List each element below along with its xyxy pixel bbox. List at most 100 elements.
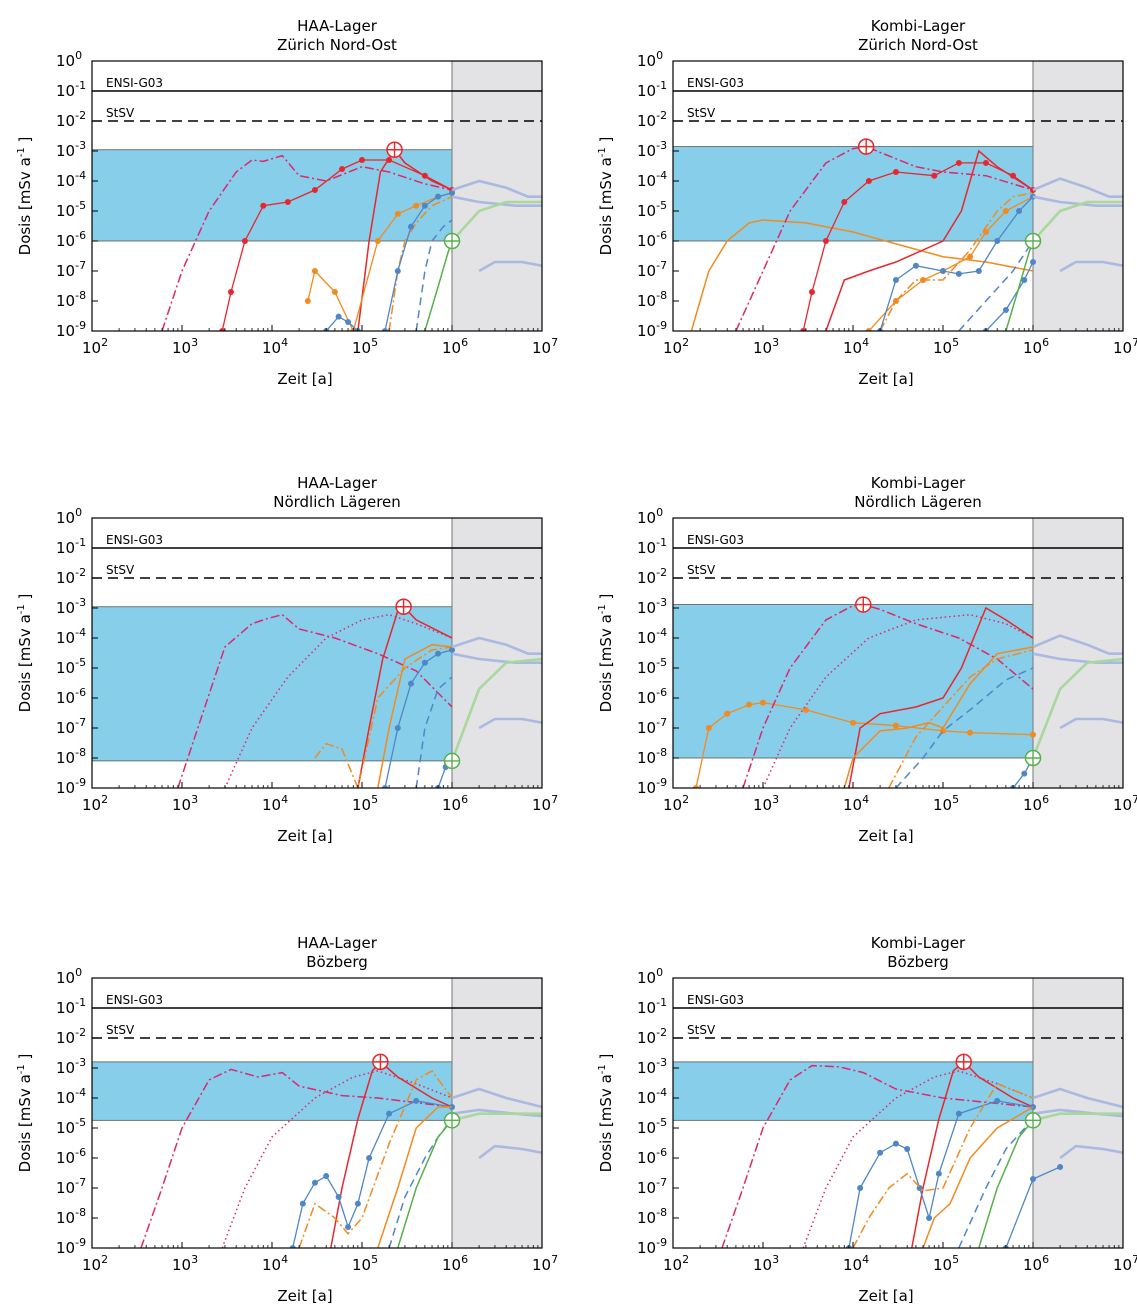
series-line-7 [398,1120,452,1248]
series-0-point-9 [967,730,973,736]
x-tick-label: 105 [352,336,378,357]
x-axis-label: Zeit [a] [858,1287,913,1305]
series-3-point-1 [300,1201,306,1207]
y-tick-label: 10-4 [56,169,86,190]
x-tick-label: 104 [262,793,288,814]
y-tick-label: 10-8 [637,746,667,767]
y-axis-label: Dosis [mSv a-1 ] [597,594,615,713]
reference-label-1: StSV [106,106,135,120]
panel-title-line2: Bözberg [887,953,949,971]
series-line-8 [425,241,452,331]
x-tick-label: 103 [753,793,779,814]
x-tick-label: 105 [933,1253,959,1274]
series-5-point-3 [422,660,428,666]
y-tick-label: 10-3 [637,1056,667,1077]
x-tick-label: 103 [172,336,198,357]
series-6-point-4 [956,271,962,277]
series-0-point-6 [850,720,856,726]
series-line-6 [959,1119,1033,1248]
y-tick-label: 10-5 [56,1116,86,1137]
series-6-point-3 [940,268,946,274]
y-tick-label: 10-5 [56,656,86,677]
dose-range-band [673,1062,1033,1120]
y-tick-label: 10-7 [637,716,667,737]
reference-label-0: ENSI-G03 [687,993,744,1007]
series-4-point-2 [332,289,338,295]
series-3-point-7 [366,1155,372,1161]
y-tick-label: 10-8 [637,1206,667,1227]
series-4-point-5 [395,211,401,217]
dose-range-band [92,607,452,761]
x-tick-label: 107 [532,793,558,814]
series-0-point-7 [893,723,899,729]
series-6-point-1 [893,277,899,283]
series-line-5 [378,1107,452,1248]
series-7-point-3 [1030,259,1036,265]
series-3-point-9 [413,1098,419,1104]
y-tick-label: 10-8 [56,289,86,310]
y-tick-label: 10-3 [56,1056,86,1077]
series-0-point-2 [724,711,730,717]
y-tick-label: 10-5 [637,1116,667,1137]
panel-2: Kombi-LagerZürich Nord-OstENSI-G03StSV10… [597,17,1137,388]
series-1-point-1 [228,289,234,295]
reference-label-0: ENSI-G03 [106,76,163,90]
y-tick-label: 10-3 [56,596,86,617]
series-3-point-5 [345,1224,351,1230]
y-tick-label: 100 [56,966,82,987]
reference-label-1: StSV [687,1023,716,1037]
series-2-point-4 [866,178,872,184]
y-tick-label: 10-1 [56,996,86,1017]
y-tick-label: 10-6 [637,1146,667,1167]
x-tick-label: 102 [82,1253,108,1274]
series-3-point-4 [336,1194,342,1200]
series-0-point-1 [706,725,712,731]
panel-title-line1: Kombi-Lager [871,474,966,492]
series-6-point-5 [976,268,982,274]
x-tick-label: 103 [753,336,779,357]
x-tick-label: 107 [1113,1253,1137,1274]
reference-label-0: ENSI-G03 [687,76,744,90]
x-tick-label: 105 [933,336,959,357]
series-2-point-6 [931,173,937,179]
y-tick-label: 10-7 [637,1176,667,1197]
series-7-point-1 [1030,1176,1036,1182]
y-tick-label: 10-4 [637,169,667,190]
series-3-point-6 [355,1201,361,1207]
series-5-point-5 [983,229,989,235]
panel-title-line1: HAA-Lager [297,934,378,952]
x-tick-label: 105 [352,1253,378,1274]
series-0-point-10 [1030,732,1036,738]
series-5-point-1 [395,268,401,274]
series-4-point-1 [312,268,318,274]
y-tick-label: 10-6 [637,686,667,707]
y-tick-label: 10-2 [56,1026,86,1047]
x-tick-label: 106 [1023,1253,1049,1274]
y-axis-label: Dosis [mSv a-1 ] [597,1054,615,1173]
panel-4: Kombi-LagerNördlich LägerenENSI-G03StSV1… [597,474,1137,845]
series-7-point-1 [1021,771,1027,777]
panel-title-line2: Nördlich Lägeren [854,493,982,511]
series-1-point-7 [359,157,365,163]
dose-range-band [673,605,1033,758]
series-line-5 [923,1107,1033,1248]
panel-title-line1: HAA-Lager [297,474,378,492]
series-3-point-4 [904,1146,910,1152]
reference-label-0: ENSI-G03 [106,993,163,1007]
y-tick-label: 100 [56,49,82,70]
y-axis-label: Dosis [mSv a-1 ] [16,137,34,256]
panel-5: HAA-LagerBözbergENSI-G03StSV102 103 104 105… [16,934,558,1305]
x-axis-label: Zeit [a] [277,1287,332,1305]
y-tick-label: 10-1 [56,536,86,557]
series-5-point-2 [920,277,926,283]
series-5-point-4 [435,651,441,657]
y-axis-label: Dosis [mSv a-1 ] [16,594,34,713]
x-tick-label: 106 [442,1253,468,1274]
x-axis-label: Zeit [a] [277,827,332,845]
series-1-point-4 [285,199,291,205]
y-tick-label: 10-6 [56,1146,86,1167]
y-tick-label: 100 [637,506,663,527]
series-2-point-3 [841,199,847,205]
series-2-point-7 [956,160,962,166]
x-tick-label: 106 [1023,793,1049,814]
